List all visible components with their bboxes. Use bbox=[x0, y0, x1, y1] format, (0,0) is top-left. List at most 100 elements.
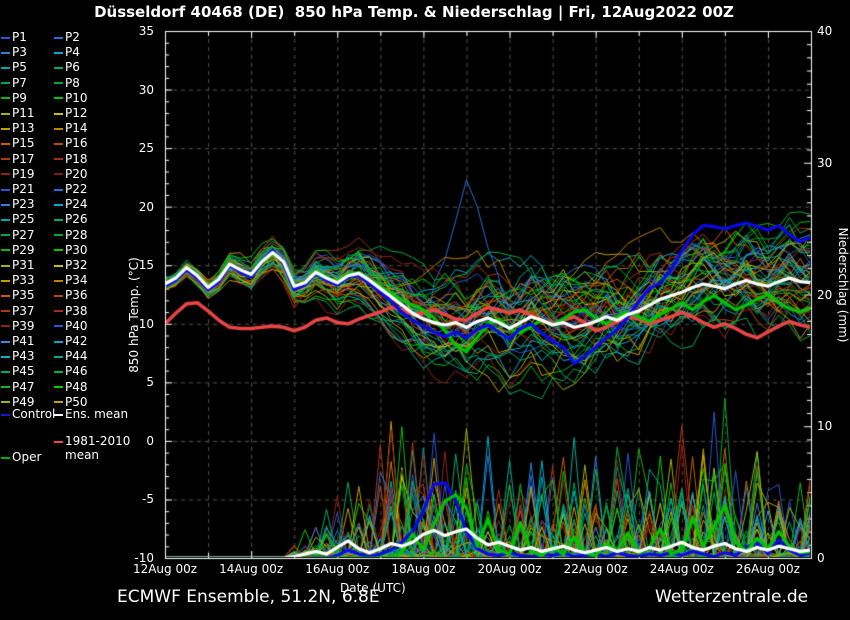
legend-member-p34-swatch bbox=[54, 279, 63, 282]
legend-member-p26-swatch bbox=[54, 218, 63, 221]
x-tick-8: 26Aug 00z bbox=[735, 562, 800, 576]
legend-member-p49-label: P49 bbox=[12, 394, 35, 409]
legend-member-p49-swatch bbox=[1, 401, 10, 404]
legend-member-p28-swatch bbox=[54, 234, 63, 237]
y-axis-label-left: 850 hPa Temp. (°C) bbox=[127, 257, 141, 373]
legend-member-p39-label: P39 bbox=[12, 318, 35, 333]
legend-member-p46-label: P46 bbox=[65, 364, 88, 379]
legend-member-p8-swatch bbox=[54, 82, 63, 85]
legend-member-p39: P39 bbox=[1, 318, 35, 333]
x-tick-7: 24Aug 00z bbox=[649, 562, 714, 576]
legend-member-p6-label: P6 bbox=[65, 60, 80, 75]
legend-member-p17-swatch bbox=[1, 158, 10, 161]
legend-member-p9-swatch bbox=[1, 97, 10, 100]
legend-member-p2-label: P2 bbox=[65, 30, 80, 44]
y-left-tick-5: 5 bbox=[146, 375, 154, 390]
legend-member-p38: P38 bbox=[54, 303, 88, 318]
legend-member-p40: P40 bbox=[54, 319, 88, 333]
legend-member-p19-swatch bbox=[1, 173, 10, 176]
legend-member-p50-swatch bbox=[54, 401, 63, 404]
legend-member-p21-label: P21 bbox=[12, 182, 35, 196]
legend-member-p4-label: P4 bbox=[65, 45, 80, 60]
legend-member-p35: P35 bbox=[1, 289, 35, 302]
legend-member-p1-label: P1 bbox=[12, 30, 27, 44]
legend-member-p28-label: P28 bbox=[65, 227, 88, 242]
legend-member-p29-swatch bbox=[1, 249, 10, 252]
x-tick-5: 20Aug 00z bbox=[477, 562, 542, 576]
legend-clim-mean-swatch bbox=[54, 440, 63, 443]
legend-member-p6: P6 bbox=[54, 61, 80, 74]
legend-member-p19-label: P19 bbox=[12, 166, 35, 181]
legend-member-p20: P20 bbox=[54, 166, 88, 181]
y-right-tick-30: 30 bbox=[817, 155, 833, 170]
legend-member-p21: P21 bbox=[1, 183, 35, 196]
legend-member-p38-swatch bbox=[54, 310, 63, 313]
legend-member-p34-label: P34 bbox=[65, 273, 88, 288]
page-title: Düsseldorf 40468 (DE) 850 hPa Temp. & Ni… bbox=[94, 3, 734, 21]
legend-member-p41-swatch bbox=[1, 340, 10, 343]
legend-member-p36: P36 bbox=[54, 289, 88, 302]
legend-member-p3-swatch bbox=[1, 51, 10, 54]
legend-member-p20-label: P20 bbox=[65, 166, 88, 181]
legend-oper: Oper bbox=[1, 451, 41, 464]
y-right-tick-0: 0 bbox=[817, 551, 825, 565]
legend-member-p42-swatch bbox=[54, 340, 63, 343]
footer-site-credit: Wetterzentrale.de bbox=[655, 587, 809, 607]
legend-member-p12-swatch bbox=[54, 112, 63, 115]
footer-model-info: ECMWF Ensemble, 51.2N, 6.8E bbox=[117, 587, 380, 607]
legend-member-p32: P32 bbox=[54, 259, 88, 272]
legend-member-p39-swatch bbox=[1, 325, 10, 328]
legend-control-label: Control bbox=[12, 407, 56, 421]
legend-member-p29: P29 bbox=[1, 243, 35, 257]
legend-member-p42: P42 bbox=[54, 335, 88, 348]
legend-member-p30: P30 bbox=[54, 242, 88, 257]
legend-member-p34: P34 bbox=[54, 274, 88, 287]
legend-member-p22: P22 bbox=[54, 183, 88, 196]
legend-member-p19: P19 bbox=[1, 166, 35, 181]
legend-ens-mean-label: Ens. mean bbox=[65, 407, 129, 421]
legend-oper-label: Oper bbox=[12, 450, 42, 464]
legend-clim-mean: 1981-2010 bbox=[54, 435, 130, 448]
legend-member-p42-label: P42 bbox=[65, 334, 88, 348]
legend-member-p24-swatch bbox=[54, 203, 63, 206]
legend-member-p31-swatch bbox=[1, 264, 10, 267]
x-tick-4: 18Aug 00z bbox=[391, 562, 456, 576]
legend-member-p2-swatch bbox=[54, 36, 63, 39]
legend-member-p17: P17 bbox=[1, 152, 35, 166]
legend-member-p1-swatch bbox=[1, 36, 10, 39]
legend-member-p46-swatch bbox=[54, 370, 63, 373]
legend-member-p50-label: P50 bbox=[65, 394, 88, 409]
x-tick-2: 14Aug 00z bbox=[219, 562, 284, 576]
y-left-tick--10: -10 bbox=[134, 551, 154, 565]
legend-member-p3-label: P3 bbox=[12, 45, 27, 60]
legend-member-p21-swatch bbox=[1, 188, 10, 191]
legend-member-p23-label: P23 bbox=[12, 197, 35, 212]
legend-clim-mean-label: 1981-2010 bbox=[65, 434, 131, 448]
x-axis-label: Date (UTC) bbox=[340, 581, 406, 595]
legend-control: Control bbox=[1, 408, 55, 421]
legend-member-p28: P28 bbox=[54, 227, 88, 242]
y-axis-label-right: Niederschlag (mm) bbox=[836, 227, 850, 343]
legend-member-p44-swatch bbox=[54, 355, 63, 358]
legend-member-p35-label: P35 bbox=[12, 288, 35, 303]
legend-member-p13: P13 bbox=[1, 122, 35, 135]
legend-member-p47: P47 bbox=[1, 380, 35, 394]
legend-member-p23: P23 bbox=[1, 198, 35, 211]
legend-member-p25-label: P25 bbox=[12, 212, 35, 227]
legend-member-p33-label: P33 bbox=[12, 273, 35, 288]
legend-member-p8: P8 bbox=[54, 76, 80, 90]
y-left-tick-10: 10 bbox=[138, 316, 154, 331]
legend-member-p15-swatch bbox=[1, 142, 10, 145]
legend-member-p40-swatch bbox=[54, 325, 63, 328]
legend-member-p43-label: P43 bbox=[12, 349, 35, 364]
y-right-tick-10: 10 bbox=[817, 419, 833, 434]
legend-member-p24: P24 bbox=[54, 198, 88, 211]
legend-member-p11-label: P11 bbox=[12, 106, 35, 120]
legend-member-p7-swatch bbox=[1, 82, 10, 85]
legend-member-p38-label: P38 bbox=[65, 303, 88, 318]
legend-member-p26: P26 bbox=[54, 213, 88, 226]
legend-member-p30-label: P30 bbox=[65, 242, 88, 257]
legend-member-p6-swatch bbox=[54, 66, 63, 69]
legend-member-p43-swatch bbox=[1, 355, 10, 358]
y-left-tick-30: 30 bbox=[138, 82, 154, 97]
